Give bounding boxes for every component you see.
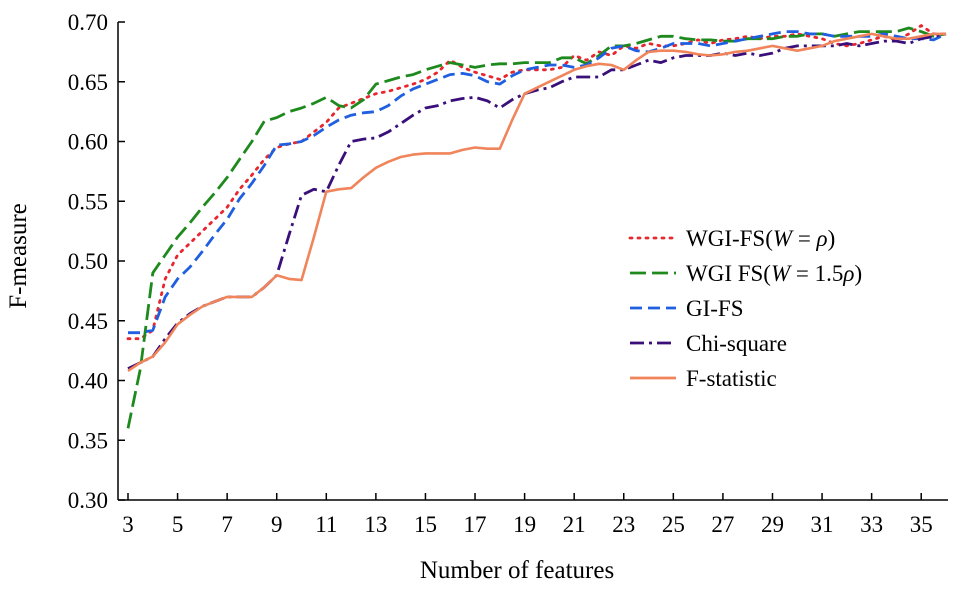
y-tick-label: 0.45 [68,309,108,334]
y-axis-title: F-measure [5,203,32,309]
series-line-4 [127,32,946,372]
x-tick-label: 11 [315,512,337,537]
x-tick-label: 23 [612,512,635,537]
y-tick-label: 0.60 [68,130,108,155]
x-tick-label: 35 [910,512,933,537]
x-tick-label: 15 [414,512,437,537]
x-tick-label: 17 [464,512,487,537]
x-axis-title: Number of features [420,557,614,584]
series-line-3 [127,32,947,370]
x-tick-label: 19 [513,512,536,537]
x-tick-label: 5 [172,512,184,537]
series-line-2 [128,30,947,335]
x-tick-label: 27 [711,512,734,537]
legend-label-3: Chi-square [686,331,787,356]
x-tick-label: 3 [122,512,134,537]
legend-label-1: WGI FS(W = 1.5ρ) [686,261,862,286]
legend: WGI-FS(W = ρ) WGI FS(W = 1.5ρ) GI-FS Chi-sq… [628,226,862,391]
x-tick-label: 7 [221,512,233,537]
x-tick-label: 33 [860,512,883,537]
y-tick-label: 0.35 [68,428,108,453]
series-layer [126,24,948,429]
y-tick-label: 0.30 [68,488,108,513]
y-tick-label: 0.40 [68,369,108,394]
x-tick-label: 9 [271,512,283,537]
x-tick-label: 31 [811,512,834,537]
y-tick-label: 0.50 [68,249,108,274]
y-tick-label: 0.70 [68,10,108,35]
x-tick-label: 29 [761,512,784,537]
legend-label-0: WGI-FS(W = ρ) [686,226,835,251]
x-tick-label: 25 [662,512,685,537]
legend-label-2: GI-FS [686,296,744,321]
axes-layer: 0.300.350.400.450.500.550.600.650.703 5 7 9… [68,10,948,537]
x-tick-label: 21 [563,512,586,537]
legend-label-4: F-statistic [686,366,777,391]
series-line-0 [126,24,948,341]
y-tick-label: 0.65 [68,70,108,95]
x-tick-label: 13 [364,512,387,537]
y-tick-label: 0.55 [68,189,108,214]
series-line-1 [126,26,947,429]
